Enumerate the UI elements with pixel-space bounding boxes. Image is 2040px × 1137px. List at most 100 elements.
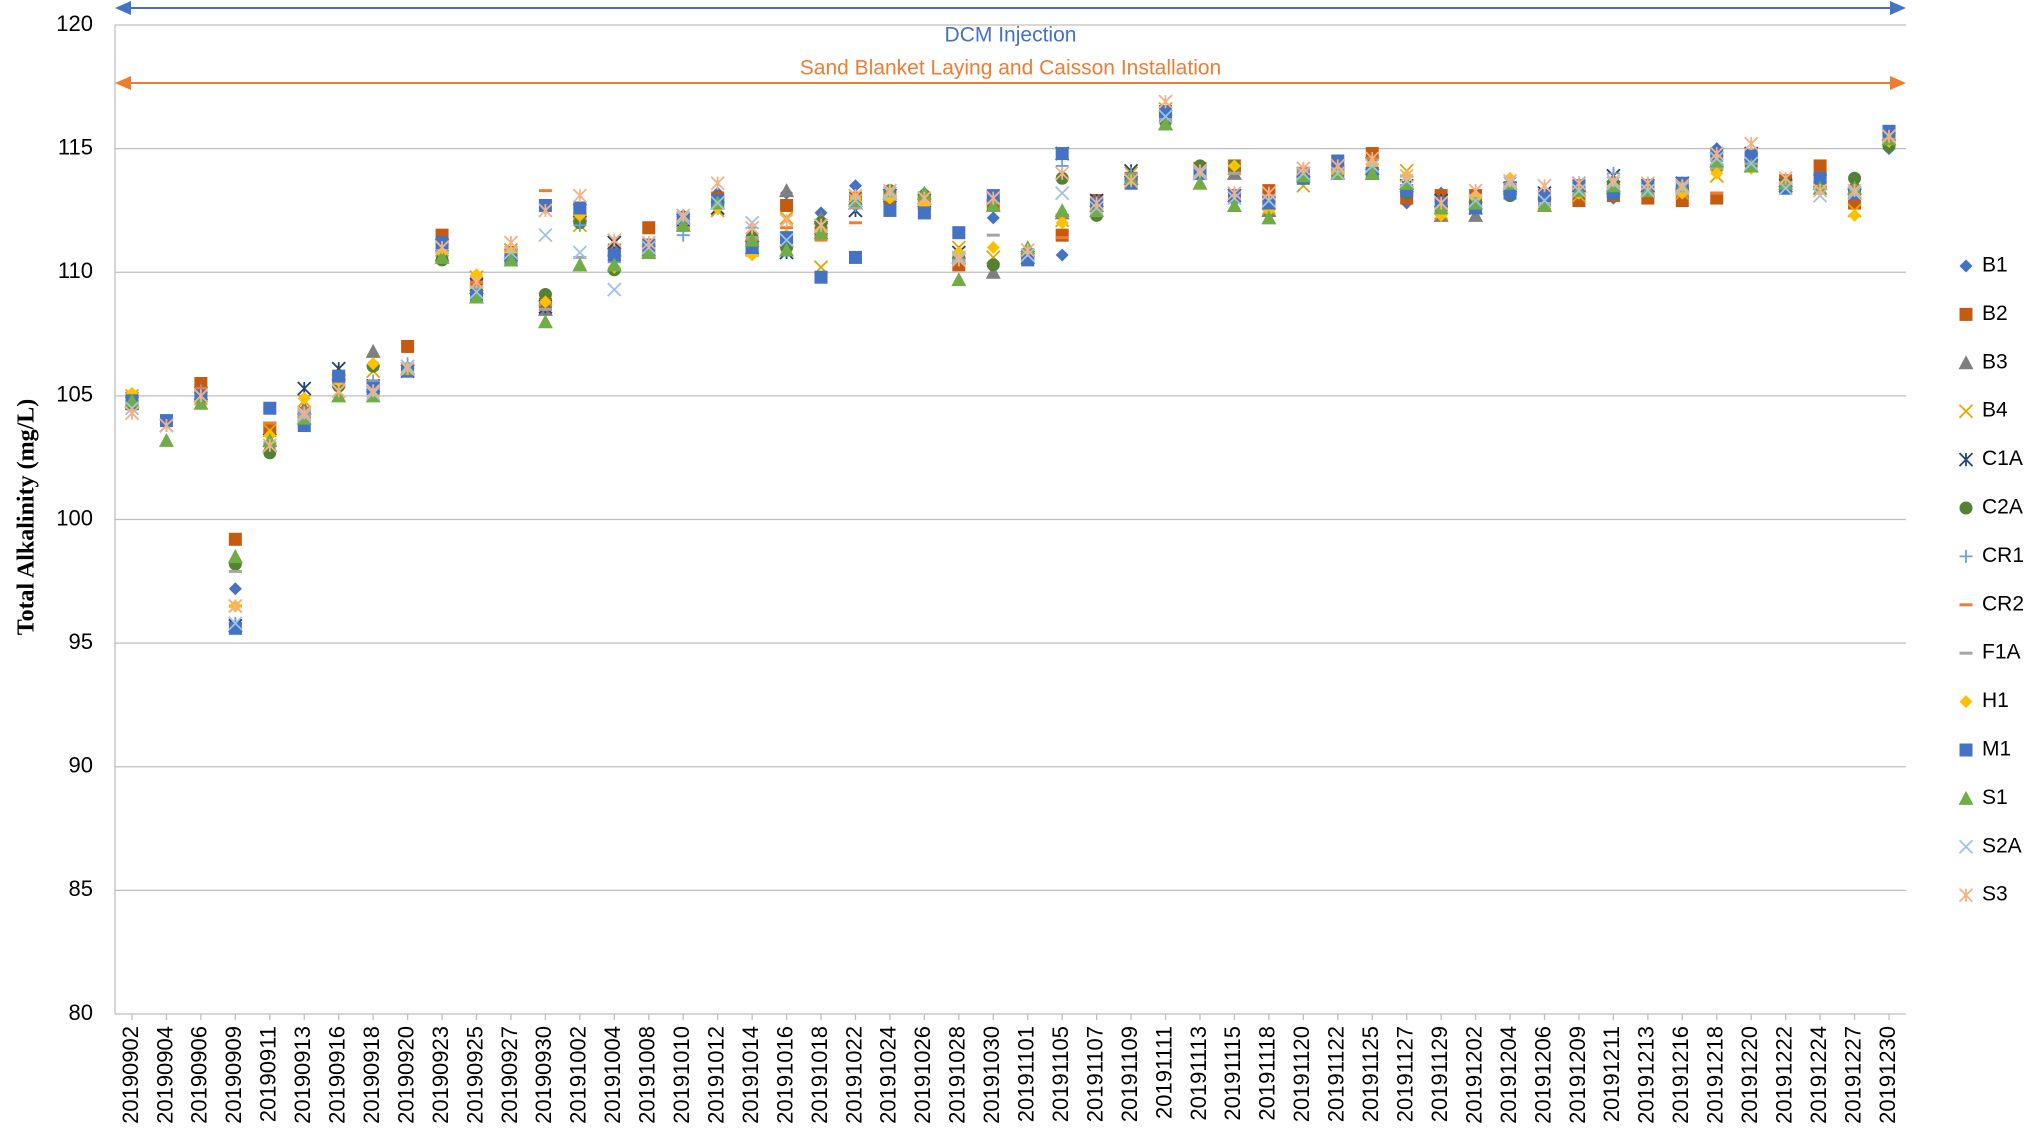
legend-label: M1 bbox=[1982, 738, 2011, 761]
legend-label: S3 bbox=[1982, 883, 2008, 906]
x-tick-label: 20191216 bbox=[1668, 1026, 1693, 1124]
point bbox=[1192, 175, 1208, 190]
point bbox=[193, 395, 209, 410]
point bbox=[1159, 105, 1173, 119]
legend-label: CR1 bbox=[1982, 544, 2024, 567]
annotation: Sand Blanket Laying and Caisson Installa… bbox=[800, 57, 1221, 80]
point bbox=[1158, 116, 1174, 131]
point bbox=[675, 217, 691, 232]
point bbox=[1021, 253, 1035, 267]
x-tick-label: 20191213 bbox=[1634, 1026, 1659, 1124]
point bbox=[1536, 197, 1552, 212]
y-axis-title: Total Alkalinity (mg/L) bbox=[14, 399, 40, 635]
point bbox=[744, 232, 760, 247]
x-tick-label: 20191125 bbox=[1358, 1026, 1383, 1122]
point bbox=[813, 225, 829, 240]
x-tick-label: 20190930 bbox=[531, 1026, 556, 1124]
x-tick-label: 20191111 bbox=[1151, 1026, 1176, 1119]
point bbox=[538, 288, 552, 302]
legend-label: C1A bbox=[1982, 447, 2023, 470]
point bbox=[1744, 156, 1759, 171]
legend-marker bbox=[1958, 404, 1974, 419]
point bbox=[573, 201, 587, 215]
legend-marker bbox=[1959, 259, 1973, 273]
point bbox=[1848, 171, 1862, 185]
point bbox=[1399, 168, 1414, 183]
point bbox=[986, 258, 1000, 272]
point bbox=[986, 190, 1001, 206]
point bbox=[1262, 196, 1276, 210]
point bbox=[1020, 242, 1035, 258]
arrow-head bbox=[115, 76, 131, 90]
point bbox=[1571, 176, 1587, 191]
point bbox=[985, 197, 1001, 212]
point bbox=[1330, 158, 1345, 174]
x-tick-label: 20190923 bbox=[428, 1026, 453, 1124]
arrow-head bbox=[1890, 1, 1906, 15]
point bbox=[1744, 136, 1759, 151]
legend-label: S2A bbox=[1982, 834, 2022, 857]
x-tick-label: 20191115 bbox=[1220, 1026, 1245, 1121]
point bbox=[366, 383, 381, 399]
point bbox=[538, 228, 553, 243]
point bbox=[813, 218, 829, 233]
x-tick-label: 20191227 bbox=[1840, 1026, 1865, 1124]
point bbox=[641, 244, 657, 259]
legend-label: B4 bbox=[1982, 399, 2008, 422]
point bbox=[1365, 151, 1380, 166]
legend-marker bbox=[1958, 452, 1974, 467]
point bbox=[1812, 183, 1828, 198]
x-tick-label: 20191026 bbox=[910, 1026, 935, 1124]
arrow-head bbox=[1890, 76, 1906, 90]
legend-label: B1 bbox=[1982, 254, 2008, 277]
x-tick-label: 20191107 bbox=[1082, 1026, 1107, 1122]
point bbox=[951, 272, 967, 287]
legend-label: S1 bbox=[1982, 786, 2008, 809]
point bbox=[434, 240, 450, 255]
point bbox=[1778, 171, 1793, 186]
point bbox=[848, 179, 862, 193]
point bbox=[1055, 228, 1069, 242]
point bbox=[1468, 183, 1483, 198]
point bbox=[710, 176, 725, 191]
point bbox=[710, 195, 725, 211]
legend-label: H1 bbox=[1982, 689, 2009, 712]
x-tick-label: 20191109 bbox=[1117, 1026, 1142, 1122]
point bbox=[503, 252, 519, 267]
point bbox=[607, 248, 621, 262]
x-tick-label: 20191105 bbox=[1048, 1026, 1073, 1122]
point bbox=[779, 232, 794, 248]
point bbox=[1640, 176, 1655, 191]
point bbox=[607, 232, 622, 248]
point bbox=[814, 270, 828, 284]
point bbox=[1364, 165, 1380, 180]
x-tick-label: 20191002 bbox=[566, 1026, 591, 1124]
point bbox=[263, 421, 277, 435]
x-tick-label: 20191012 bbox=[703, 1026, 728, 1124]
point bbox=[951, 252, 966, 268]
point bbox=[780, 198, 794, 212]
legend-marker bbox=[1958, 888, 1974, 903]
point bbox=[1502, 173, 1518, 188]
legend-label: B2 bbox=[1982, 302, 2008, 325]
point bbox=[1055, 185, 1070, 201]
point bbox=[1227, 159, 1241, 173]
point bbox=[159, 418, 174, 433]
point bbox=[572, 245, 587, 260]
legend-label: F1A bbox=[1982, 641, 2021, 664]
point bbox=[1710, 166, 1724, 180]
point bbox=[1055, 166, 1070, 181]
point bbox=[1054, 202, 1070, 217]
point bbox=[1710, 191, 1724, 205]
point bbox=[1123, 173, 1139, 188]
x-tick-label: 20191120 bbox=[1289, 1026, 1314, 1122]
point bbox=[744, 220, 760, 235]
point bbox=[228, 621, 242, 635]
x-tick-label: 20191022 bbox=[841, 1026, 866, 1124]
point bbox=[883, 203, 897, 217]
x-tick-label: 20191202 bbox=[1461, 1026, 1486, 1124]
x-tick-label: 20191122 bbox=[1324, 1026, 1349, 1122]
x-tick-label: 20191028 bbox=[945, 1026, 970, 1124]
point bbox=[227, 549, 243, 564]
